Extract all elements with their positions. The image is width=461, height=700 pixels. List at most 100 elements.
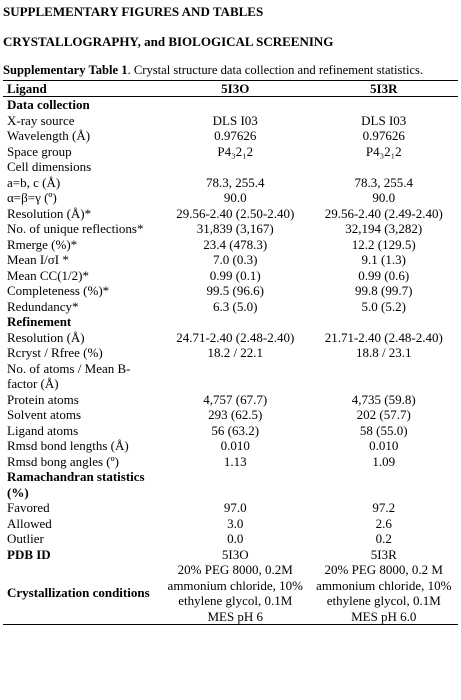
header-cell: 5I3R — [370, 80, 398, 96]
cell: DLS I03 — [212, 112, 258, 128]
cell: 78.3, 255.4 — [206, 174, 265, 190]
table-row: Favored 97.0 97.2 — [3, 500, 458, 516]
table-row: PDB ID 5I3O 5I3R — [3, 547, 458, 563]
row-label: Allowed — [7, 515, 52, 531]
cell-empty — [161, 159, 310, 175]
cell: 0.0 — [227, 531, 244, 546]
table-row: No. of atoms / Mean B-factor (Å) — [3, 361, 458, 392]
table-row: Completeness (%)* 99.5 (96.6) 99.8 (99.7) — [3, 283, 458, 299]
table-row: α=β=γ (º) 90.0 90.0 — [3, 190, 458, 206]
row-label: Completeness (%)* — [7, 283, 110, 298]
cell: 7.0 (0.3) — [213, 252, 258, 267]
cell: 99.8 (99.7) — [355, 283, 413, 298]
cell: 20% PEG 8000, 0.2M ammonium chloride, 10… — [167, 562, 303, 624]
table-row: Resolution (Å)* 29.56-2.40 (2.50-2.40) 29.… — [3, 206, 458, 222]
cell: 5I3R — [370, 546, 397, 562]
table-row: Space group P4₃2₁2 P4₃2₁2 — [3, 144, 458, 160]
row-label: Resolution (Å)* — [7, 205, 92, 221]
row-label: Cell dimensions — [7, 159, 92, 174]
cell: 202 (57.7) — [356, 407, 411, 422]
cell: P4₃2₁2 — [217, 143, 254, 159]
row-label: No. of atoms / Mean B-factor (Å) — [7, 360, 131, 392]
cell: 29.56-2.40 (2.49-2.40) — [324, 205, 443, 221]
table-row: X-ray source DLS I03 DLS I03 — [3, 113, 458, 129]
cell-empty — [310, 361, 459, 392]
table-row: Rmsd bond lengths (Å) 0.010 0.010 — [3, 438, 458, 454]
cell-empty — [310, 314, 459, 330]
cell: 97.2 — [372, 500, 396, 515]
header-row: Ligand 5I3O 5I3R — [3, 80, 458, 97]
table-row: Ligand atoms 56 (63.2) 58 (55.0) — [3, 423, 458, 439]
row-heading: Refinement — [7, 314, 72, 329]
cell: 1.13 — [223, 453, 247, 469]
caption-label: Supplementary Table 1 — [3, 63, 128, 77]
cell: 90.0 — [372, 190, 396, 205]
cell-empty — [310, 159, 459, 175]
cell: 0.97626 — [214, 128, 257, 143]
cell: 23.4 (478.3) — [203, 236, 268, 252]
row-label: Space group — [7, 143, 72, 159]
row-label: Redundancy* — [7, 298, 79, 314]
cell: 0.010 — [220, 438, 250, 453]
cell: 18.8 / 23.1 — [355, 345, 412, 360]
cell: 0.2 — [375, 531, 392, 546]
header-cell: Ligand — [7, 80, 47, 96]
cell: 97.0 — [223, 500, 247, 515]
table-row: Resolution (Å) 24.71-2.40 (2.48-2.40) 21.7… — [3, 330, 458, 346]
row-label: X-ray source — [7, 112, 75, 128]
table-row: Data collection — [3, 97, 458, 113]
cell: 99.5 (96.6) — [206, 283, 264, 298]
row-heading: Data collection — [7, 97, 90, 112]
cell: 0.99 (0.1) — [209, 267, 261, 283]
table-row: Mean I/σI * 7.0 (0.3) 9.1 (1.3) — [3, 252, 458, 268]
cell: 4,757 (67.7) — [203, 391, 268, 407]
cell-empty — [161, 469, 310, 500]
table-row: Protein atoms 4,757 (67.7) 4,735 (59.8) — [3, 392, 458, 408]
cell-empty — [310, 97, 459, 113]
row-label: Solvent atoms — [7, 407, 82, 422]
row-label: Wavelength (Å) — [7, 128, 91, 143]
cell: 20% PEG 8000, 0.2 M ammonium chloride, 1… — [316, 562, 452, 624]
cell-empty — [161, 97, 310, 113]
row-heading: Crystallization conditions — [7, 585, 150, 601]
caption: Supplementary Table 1. Crystal structure… — [3, 63, 458, 79]
cell: 6.3 (5.0) — [213, 298, 258, 314]
table-row: No. of unique reflections* 31,839 (3,167)… — [3, 221, 458, 237]
row-label: Rmerge (%)* — [7, 236, 78, 252]
row-label: Ligand atoms — [7, 422, 79, 438]
table: Ligand 5I3O 5I3R Data collection X-ray so… — [3, 80, 458, 626]
cell-empty — [161, 361, 310, 392]
cell: P4₃2₁2 — [365, 143, 402, 159]
cell: 24.71-2.40 (2.48-2.40) — [176, 329, 295, 345]
table-row: Ramachandran statistics (%) — [3, 469, 458, 500]
row-label: Mean I/σI * — [7, 252, 69, 267]
cell: 5I3O — [221, 546, 249, 562]
heading: SUPPLEMENTARY FIGURES AND TABLES — [3, 4, 264, 19]
row-label: Protein atoms — [7, 391, 79, 407]
cell: 56 (63.2) — [211, 422, 260, 438]
cell: 12.2 (129.5) — [351, 236, 416, 252]
cell: 29.56-2.40 (2.50-2.40) — [176, 205, 295, 221]
caption-text: . Crystal structure data collection and … — [127, 63, 424, 77]
row-label: Resolution (Å) — [7, 329, 85, 345]
cell: 58 (55.0) — [359, 422, 408, 438]
heading: CRYSTALLOGRAPHY, and BIOLOGICAL SCREENIN… — [3, 33, 334, 49]
table-row: Refinement — [3, 314, 458, 330]
table-row: Rmerge (%)* 23.4 (478.3) 12.2 (129.5) — [3, 237, 458, 253]
cell: 4,735 (59.8) — [351, 391, 416, 407]
cell: 90.0 — [223, 190, 247, 205]
table-row: Redundancy* 6.3 (5.0) 5.0 (5.2) — [3, 299, 458, 315]
row-label: Favored — [7, 500, 50, 515]
cell: 0.99 (0.6) — [358, 267, 410, 283]
cell: 3.0 — [227, 515, 244, 531]
cell-empty — [161, 314, 310, 330]
cell: DLS I03 — [361, 112, 407, 128]
row-label: Rcryst / Rfree (%) — [7, 345, 103, 360]
table-body: Data collection X-ray source DLS I03 DLS I0… — [3, 97, 458, 625]
table-row: Solvent atoms 293 (62.5) 202 (57.7) — [3, 407, 458, 423]
table-row: Outlier 0.0 0.2 — [3, 531, 458, 547]
table-head: Ligand 5I3O 5I3R — [3, 80, 458, 97]
cell: 5.0 (5.2) — [361, 298, 406, 314]
row-heading: PDB ID — [7, 546, 51, 562]
row-label: Mean CC(1/2)* — [7, 267, 89, 283]
